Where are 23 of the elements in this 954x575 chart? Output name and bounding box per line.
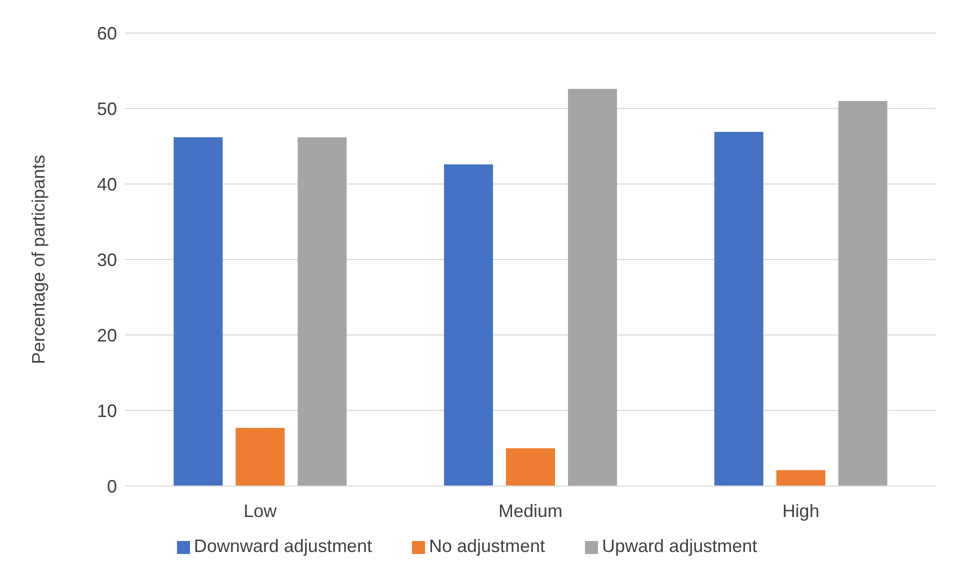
bar <box>444 164 493 486</box>
x-tick-label: Medium <box>498 500 563 521</box>
y-tick-label: 30 <box>96 250 117 270</box>
y-tick-label: 20 <box>96 325 117 346</box>
bar <box>236 428 285 486</box>
bar <box>506 448 555 486</box>
y-axis-title: Percentage of participants <box>28 154 48 364</box>
y-tick-label: 60 <box>96 23 117 44</box>
legend-label: No adjustment <box>428 536 546 556</box>
bar <box>174 137 223 486</box>
legend-label: Upward adjustment <box>602 536 758 556</box>
y-tick-label: 40 <box>96 174 117 194</box>
y-tick-label: 0 <box>106 476 117 496</box>
bar <box>298 137 347 486</box>
bar <box>568 88 617 486</box>
y-tick-label: 50 <box>96 98 117 119</box>
y-tick-label: 10 <box>96 400 117 421</box>
x-tick-label: High <box>782 500 820 521</box>
bar <box>776 470 826 486</box>
legend-label: Downward adjustment <box>194 536 372 556</box>
bar <box>714 132 764 486</box>
x-tick-label: Low <box>244 500 278 521</box>
bar <box>838 100 888 486</box>
